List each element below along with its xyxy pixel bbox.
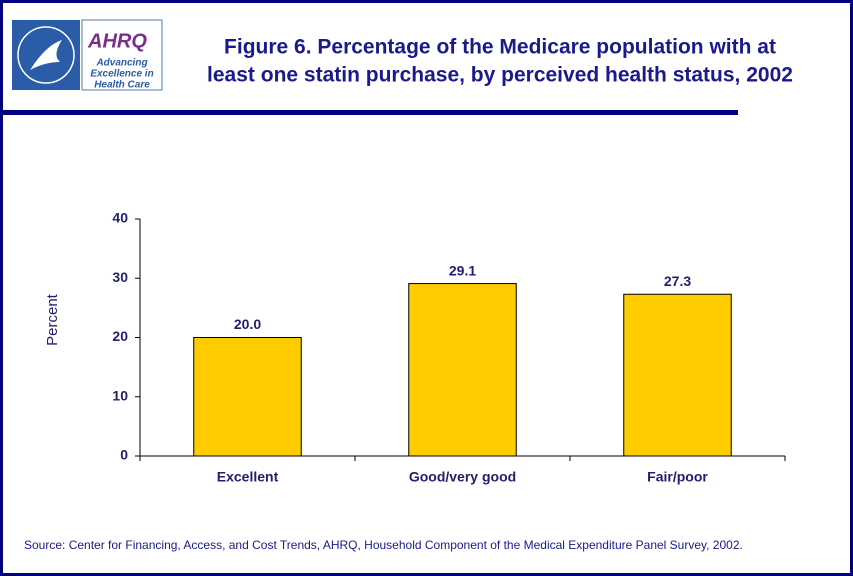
logo-tagline: Excellence in bbox=[90, 69, 153, 80]
logo-tagline: Advancing bbox=[95, 58, 147, 69]
x-tick-label: Fair/poor bbox=[647, 469, 708, 485]
chart-title: least one statin purchase, by perceived … bbox=[207, 64, 793, 87]
x-tick-label: Good/very good bbox=[409, 469, 516, 485]
x-tick-label: Excellent bbox=[217, 469, 279, 485]
header-rule bbox=[3, 110, 738, 115]
y-tick-label: 10 bbox=[112, 387, 128, 403]
seal-eagle bbox=[30, 40, 62, 70]
y-tick-label: 30 bbox=[112, 269, 128, 285]
value-label: 29.1 bbox=[449, 262, 476, 278]
bar bbox=[408, 283, 517, 457]
y-axis-label: Percent bbox=[44, 293, 61, 346]
y-tick-label: 0 bbox=[120, 447, 128, 463]
value-label: 20.0 bbox=[234, 316, 261, 332]
ahrq-box bbox=[81, 19, 163, 91]
seal-ring bbox=[17, 26, 75, 84]
logo-tagline: Health Care bbox=[94, 80, 150, 91]
logo: AHRQ Advancing Excellence in Health Care bbox=[12, 19, 163, 91]
logo-name: AHRQ bbox=[87, 30, 147, 52]
y-tick-label: 40 bbox=[112, 210, 128, 226]
chart-title: Figure 6. Percentage of the Medicare pop… bbox=[224, 36, 776, 59]
bar bbox=[623, 293, 732, 457]
value-label: 27.3 bbox=[664, 273, 691, 289]
y-tick-label: 20 bbox=[112, 328, 128, 344]
bar bbox=[193, 337, 302, 457]
source-note: Source: Center for Financing, Access, an… bbox=[24, 538, 743, 552]
